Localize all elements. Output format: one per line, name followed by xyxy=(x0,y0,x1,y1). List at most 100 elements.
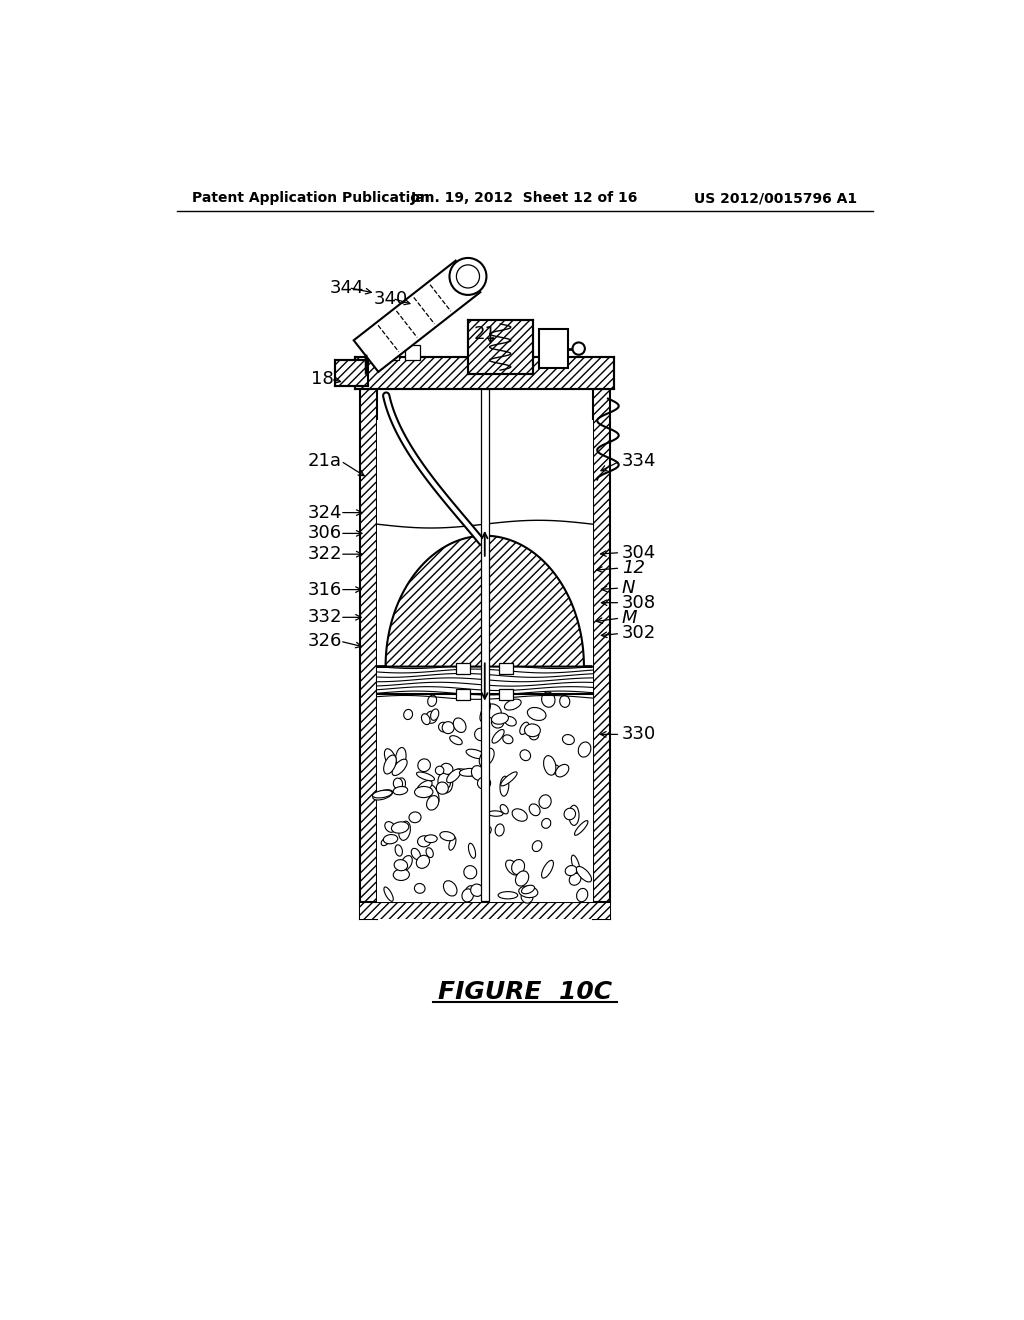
Ellipse shape xyxy=(506,861,519,875)
Ellipse shape xyxy=(527,708,546,721)
Ellipse shape xyxy=(394,859,408,871)
Ellipse shape xyxy=(395,747,407,767)
Ellipse shape xyxy=(384,755,396,774)
Ellipse shape xyxy=(393,869,410,880)
Ellipse shape xyxy=(520,750,530,760)
Ellipse shape xyxy=(460,768,478,776)
Ellipse shape xyxy=(438,774,451,789)
Ellipse shape xyxy=(427,784,439,804)
Text: US 2012/0015796 A1: US 2012/0015796 A1 xyxy=(694,191,857,206)
Ellipse shape xyxy=(569,805,579,825)
Ellipse shape xyxy=(385,821,395,833)
Ellipse shape xyxy=(542,861,553,878)
Ellipse shape xyxy=(381,838,389,846)
Ellipse shape xyxy=(373,791,392,797)
Ellipse shape xyxy=(474,729,487,741)
Ellipse shape xyxy=(457,768,475,776)
Bar xyxy=(481,389,488,900)
Bar xyxy=(360,385,377,919)
Ellipse shape xyxy=(505,700,521,710)
Ellipse shape xyxy=(462,888,473,902)
Ellipse shape xyxy=(417,780,432,793)
Ellipse shape xyxy=(488,810,503,816)
Ellipse shape xyxy=(544,755,556,775)
Ellipse shape xyxy=(393,787,408,795)
Ellipse shape xyxy=(425,834,437,842)
Bar xyxy=(500,663,513,673)
Bar xyxy=(468,321,532,374)
Ellipse shape xyxy=(521,890,534,903)
Ellipse shape xyxy=(521,886,535,894)
Text: Jan. 19, 2012  Sheet 12 of 16: Jan. 19, 2012 Sheet 12 of 16 xyxy=(411,191,639,206)
Text: 334: 334 xyxy=(622,451,656,470)
Ellipse shape xyxy=(520,722,528,734)
Ellipse shape xyxy=(562,734,574,744)
Ellipse shape xyxy=(539,795,551,808)
Text: 306: 306 xyxy=(307,524,342,543)
Ellipse shape xyxy=(471,766,484,780)
Ellipse shape xyxy=(492,713,509,725)
Bar xyxy=(383,345,398,360)
Text: N: N xyxy=(622,579,635,597)
Polygon shape xyxy=(377,536,593,667)
Ellipse shape xyxy=(418,836,431,847)
Ellipse shape xyxy=(556,764,568,777)
Bar xyxy=(336,360,368,387)
Bar xyxy=(539,330,568,368)
Ellipse shape xyxy=(442,722,455,734)
Ellipse shape xyxy=(577,888,588,902)
Ellipse shape xyxy=(574,821,588,836)
Ellipse shape xyxy=(529,804,540,816)
Ellipse shape xyxy=(464,886,474,902)
Ellipse shape xyxy=(431,709,438,721)
Ellipse shape xyxy=(395,777,406,792)
Ellipse shape xyxy=(444,764,453,776)
Ellipse shape xyxy=(466,750,485,759)
Ellipse shape xyxy=(441,763,453,775)
Text: FIGURE  10C: FIGURE 10C xyxy=(437,981,612,1005)
Ellipse shape xyxy=(400,855,413,870)
Bar xyxy=(377,420,593,903)
Text: 21: 21 xyxy=(473,325,496,343)
Ellipse shape xyxy=(565,866,577,875)
Text: 304: 304 xyxy=(622,544,656,561)
Ellipse shape xyxy=(373,789,392,800)
Ellipse shape xyxy=(483,826,492,836)
Ellipse shape xyxy=(492,717,504,729)
Text: 18: 18 xyxy=(310,371,334,388)
Ellipse shape xyxy=(412,849,421,859)
Ellipse shape xyxy=(417,772,434,780)
Text: 21a: 21a xyxy=(307,451,342,470)
Ellipse shape xyxy=(512,859,524,874)
Ellipse shape xyxy=(485,704,502,719)
Ellipse shape xyxy=(426,847,433,858)
Ellipse shape xyxy=(450,735,462,744)
Text: 344: 344 xyxy=(330,279,364,297)
Text: 308: 308 xyxy=(622,594,656,611)
Ellipse shape xyxy=(479,748,495,767)
Ellipse shape xyxy=(443,880,457,896)
Ellipse shape xyxy=(393,777,402,789)
Ellipse shape xyxy=(426,711,437,723)
Text: Patent Application Publication: Patent Application Publication xyxy=(193,191,430,206)
Ellipse shape xyxy=(542,692,555,708)
Bar xyxy=(500,689,513,700)
Ellipse shape xyxy=(498,891,518,899)
Ellipse shape xyxy=(428,696,436,706)
Bar xyxy=(593,385,609,919)
Ellipse shape xyxy=(438,722,449,733)
Ellipse shape xyxy=(468,843,475,858)
Ellipse shape xyxy=(496,824,504,836)
Ellipse shape xyxy=(417,855,429,869)
Text: 302: 302 xyxy=(622,624,656,643)
Ellipse shape xyxy=(564,808,575,820)
Ellipse shape xyxy=(542,818,551,829)
Ellipse shape xyxy=(439,774,453,793)
Ellipse shape xyxy=(384,887,393,902)
Bar xyxy=(457,689,470,700)
Ellipse shape xyxy=(560,696,569,708)
Ellipse shape xyxy=(392,759,408,776)
Ellipse shape xyxy=(579,742,591,758)
Ellipse shape xyxy=(577,866,592,882)
Ellipse shape xyxy=(515,871,528,886)
